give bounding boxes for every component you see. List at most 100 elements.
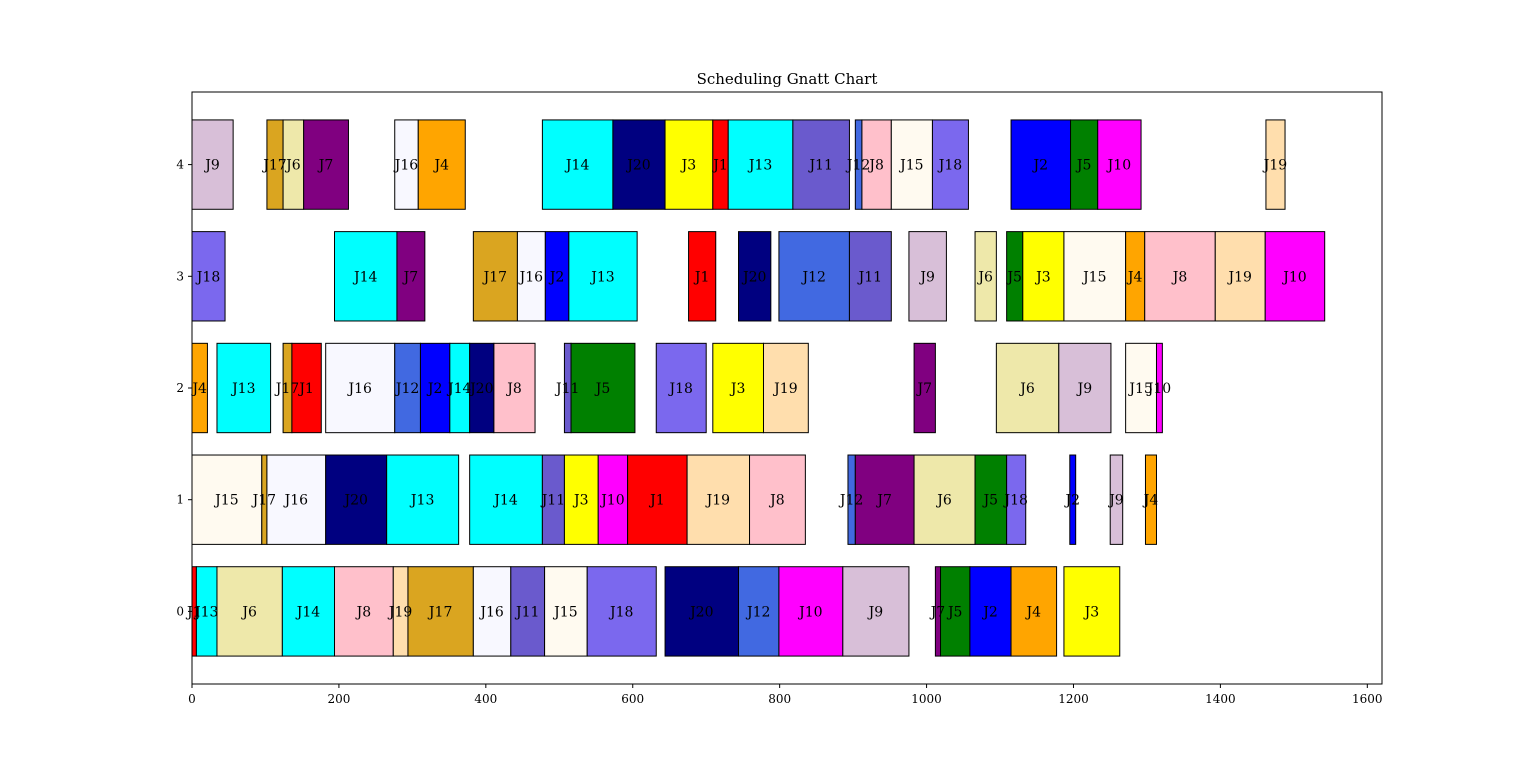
task-label-m0-j20: J20 [688,604,713,620]
bars-layer [191,119,1326,657]
task-bar-m0-j15 [544,566,588,657]
task-bar-m4-j11 [792,119,850,210]
task-bar-m4-j10 [1097,119,1142,210]
task-bar-m4-j2 [1010,119,1072,210]
task-bar-m3-j7 [396,231,426,322]
task-label-m3-j9: J9 [918,269,935,285]
task-bar-m1-j20 [325,454,388,545]
task-label-m3-j20: J20 [741,269,766,285]
task-label-m1-j9: J9 [1107,493,1124,509]
bar-labels-layer: J1 J13 J6 J14 J8 J19 J17 J16 J11 J15 J18 J20 J12 J10 J… [185,158,1307,621]
task-bar-m3-j10 [1264,231,1326,322]
task-bar-m3-j19 [1214,231,1266,322]
task-label-m1-j8: J8 [768,493,785,509]
task-label-m4-j18: J18 [937,158,962,174]
task-bar-m2-j1 [291,342,322,434]
task-label-m2-j8: J8 [505,381,522,397]
chart-title: Scheduling Gnatt Chart [697,70,878,88]
task-label-m2-j1: J1 [297,381,314,397]
x-tick-label: 400 [474,692,497,706]
task-label-m2-j15: J15 [1127,381,1152,397]
task-label-m2-j5: J5 [594,381,611,397]
task-bar-m2-j20 [469,342,495,434]
task-bar-m2-j12 [394,342,421,434]
task-label-m4-j6: J6 [284,158,301,174]
task-label-m3-j4: J4 [1126,269,1143,285]
x-tick-label: 600 [621,692,644,706]
task-bar-m0-j10 [778,566,844,657]
x-tick-label: 800 [768,692,791,706]
y-tick-label: 4 [176,158,184,172]
task-bar-m1-j6 [913,454,976,545]
task-label-m1-j2: J2 [1063,493,1080,509]
task-bar-m4-j4 [417,119,466,210]
task-bar-m1-j1 [627,454,688,545]
task-label-m0-j14: J14 [295,604,321,620]
task-label-m1-j17: J17 [251,493,276,509]
task-label-m3-j17: J17 [482,269,507,285]
task-label-m0-j7: J7 [929,604,946,620]
task-bar-m1-j14 [469,454,543,545]
task-bar-m3-j15 [1063,231,1127,322]
task-label-m2-j2: J2 [426,381,443,397]
task-bar-m1-j16 [266,454,327,545]
task-label-m1-j12: J12 [838,493,863,509]
task-bar-m0-j9 [842,566,910,657]
task-bar-m3-j1 [688,231,717,322]
task-label-m2-j17: J17 [274,381,299,397]
task-label-m1-j6: J6 [935,493,952,509]
task-bar-m1-j2 [1069,454,1077,545]
y-tick-label: 3 [176,269,184,283]
task-bar-m2-j10 [1155,342,1163,434]
task-label-m3-j7: J7 [402,269,419,285]
task-label-m3-j11: J11 [857,269,882,285]
task-bar-m3-j11 [848,231,892,322]
task-bar-m0-j6 [216,566,283,657]
task-label-m0-j9: J9 [867,604,884,620]
task-label-m4-j13: J13 [747,158,772,174]
task-bar-m4-j7 [303,119,349,210]
task-label-m0-j19: J19 [387,604,412,620]
task-label-m2-j4: J4 [190,381,207,397]
task-bar-m2-j8 [493,342,536,434]
task-label-m2-j18: J18 [668,381,693,397]
task-label-m1-j3: J3 [572,493,589,509]
task-label-m3-j10: J10 [1281,269,1306,285]
task-label-m4-j3: J3 [680,158,697,174]
task-bar-m0-j17 [407,566,474,657]
task-label-m2-j11: J11 [554,381,579,397]
task-bar-m1-j8 [749,454,806,545]
task-label-m4-j19: J19 [1262,158,1287,174]
task-bar-m3-j20 [738,231,772,322]
task-label-m4-j11: J11 [807,158,832,174]
x-tick-label: 1400 [1205,692,1236,706]
task-label-m3-j15: J15 [1081,269,1106,285]
task-bar-m4-j13 [727,119,794,210]
task-label-m1-j18: J18 [1002,493,1027,509]
task-bar-m0-j8 [334,566,394,657]
x-tick-label: 1000 [911,692,942,706]
task-label-m3-j3: J3 [1034,269,1051,285]
task-label-m3-j16: J16 [518,269,544,285]
task-label-m0-j2: J2 [981,604,998,620]
task-label-m3-j5: J5 [1005,269,1022,285]
task-bar-m1-j19 [686,454,751,545]
y-tick-label: 0 [176,604,184,618]
task-label-m0-j4: J4 [1025,604,1042,620]
task-bar-m4-j15 [890,119,933,210]
task-label-m2-j19: J19 [772,381,797,397]
y-tick-label: 2 [176,381,184,395]
task-label-m0-j12: J12 [745,604,770,620]
task-label-m0-j16: J16 [478,604,504,620]
task-label-m1-j19: J19 [705,493,730,509]
task-bar-m2-j19 [762,342,809,434]
task-label-m0-j3: J3 [1083,604,1100,620]
task-bar-m3-j12 [778,231,850,322]
task-label-m3-j14: J14 [352,269,378,285]
task-label-m4-j17: J17 [261,158,286,174]
task-label-m2-j13: J13 [230,381,255,397]
task-label-m0-j1: J1 [185,604,202,620]
task-label-m3-j8: J8 [1171,269,1188,285]
task-bar-m4-j9 [191,119,234,210]
task-label-m4-j1: J1 [711,158,728,174]
